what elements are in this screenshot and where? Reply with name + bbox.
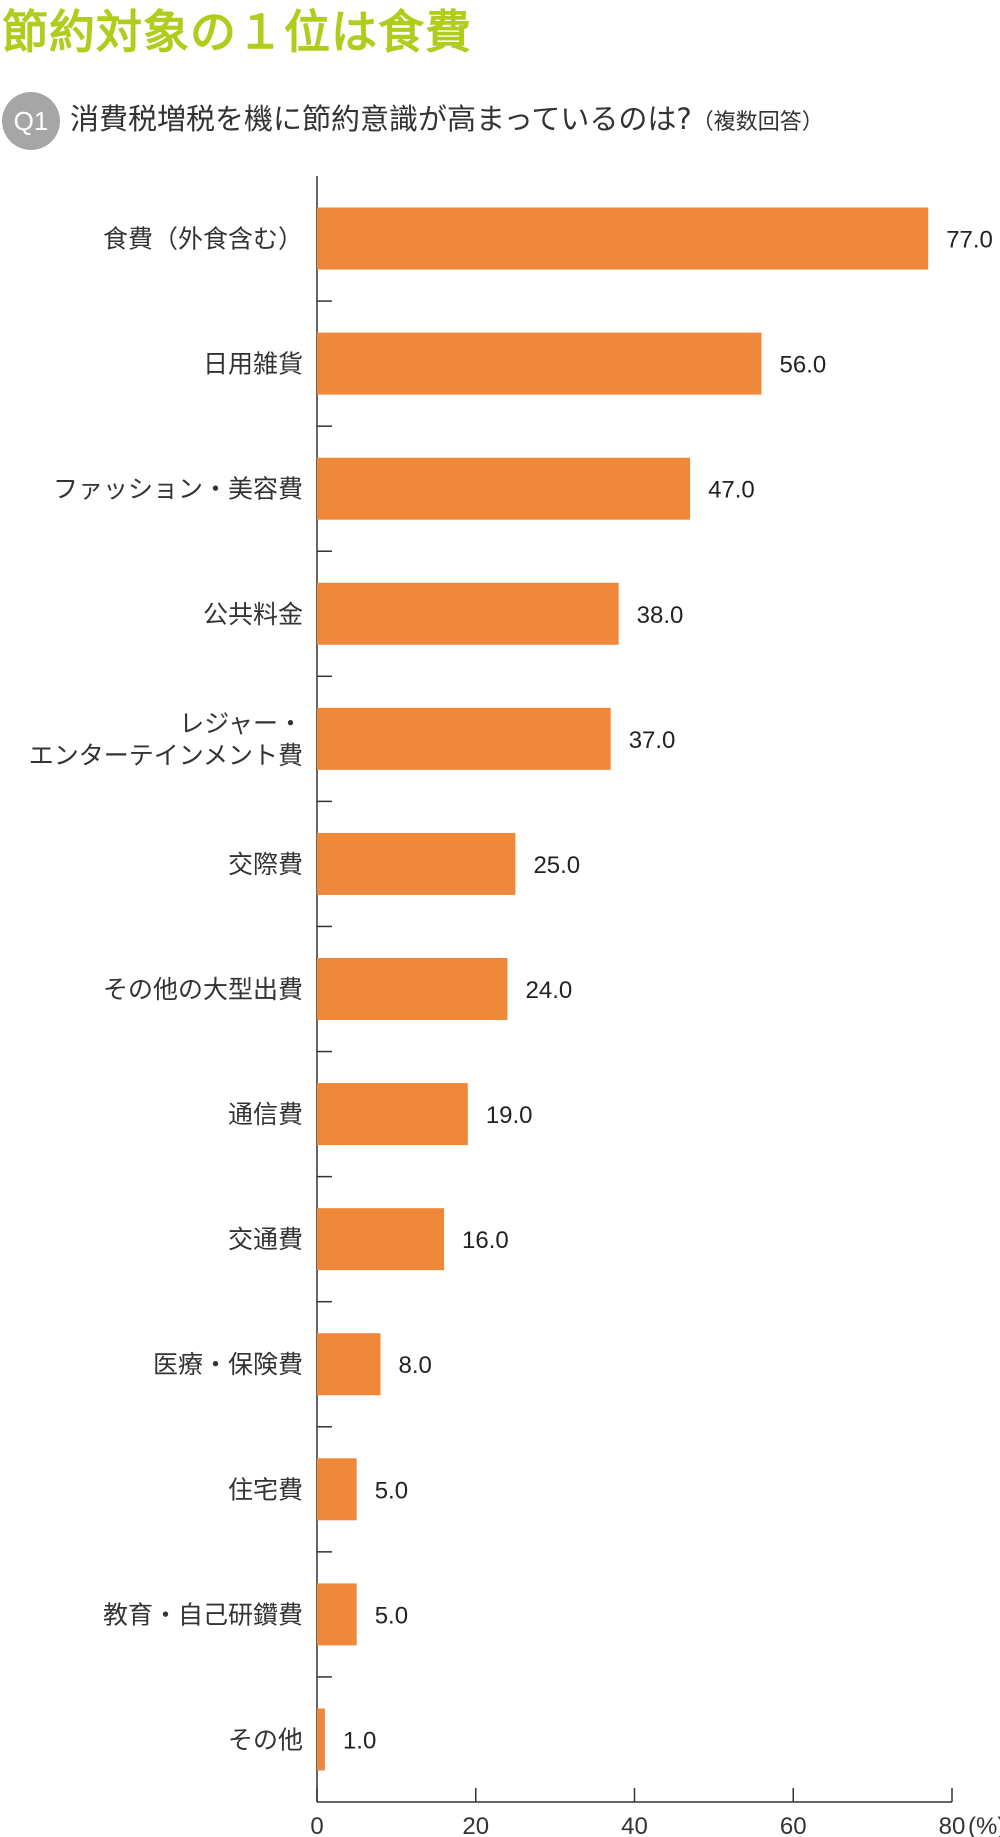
category-label: 交際費 <box>228 850 303 879</box>
x-tick-label: 20 <box>462 1813 489 1837</box>
question-main: 消費税増税を機に節約意識が高まっているのは? <box>70 102 692 136</box>
bar <box>317 1583 357 1646</box>
bar-value-label: 38.0 <box>637 602 684 629</box>
bar <box>317 1708 325 1771</box>
category-label: レジャー・エンターテインメント費 <box>29 709 303 770</box>
bar-value-label: 77.0 <box>946 227 993 254</box>
bar-value-label: 1.0 <box>343 1727 376 1754</box>
question-text: 消費税増税を機に節約意識が高まっているのは?（複数回答） <box>70 96 824 146</box>
bar-value-label: 19.0 <box>486 1102 533 1129</box>
category-label: 教育・自己研鑽費 <box>103 1600 303 1629</box>
category-label: その他の大型出費 <box>103 975 303 1004</box>
question-note: （複数回答） <box>691 110 824 135</box>
category-label: ファッション・美容費 <box>53 475 303 504</box>
category-label: 公共料金 <box>203 600 303 629</box>
bar-value-label: 5.0 <box>375 1477 408 1504</box>
bar <box>317 582 619 645</box>
bar <box>317 832 516 895</box>
category-label: その他 <box>228 1725 303 1754</box>
category-label: 通信費 <box>228 1100 303 1129</box>
x-tick-label: 60 <box>780 1813 807 1837</box>
bar-value-label: 47.0 <box>708 477 755 504</box>
x-axis-unit: (%) <box>968 1813 1000 1837</box>
bar-value-label: 37.0 <box>629 727 676 754</box>
bar <box>317 457 691 520</box>
bar-value-label: 25.0 <box>533 852 580 879</box>
category-label: 住宅費 <box>228 1475 303 1504</box>
category-label: 医療・保険費 <box>153 1350 303 1379</box>
bar <box>317 1458 357 1521</box>
x-tick-label: 80 <box>939 1813 966 1837</box>
bar-value-label: 56.0 <box>780 352 827 379</box>
bar-value-label: 16.0 <box>462 1227 509 1254</box>
bar <box>317 958 508 1020</box>
x-tick-label: 0 <box>310 1813 323 1837</box>
bar-value-label: 5.0 <box>375 1602 408 1629</box>
category-label: 交通費 <box>228 1225 303 1254</box>
page-title: 節約対象の１位は食費 <box>2 5 472 59</box>
bar-value-label: 24.0 <box>526 977 573 1004</box>
x-tick-label: 40 <box>621 1813 648 1837</box>
bar <box>317 1333 381 1396</box>
bar <box>317 332 762 395</box>
category-label: 食費（外食含む） <box>103 225 303 254</box>
category-label: 日用雑貨 <box>203 350 303 379</box>
bar-value-label: 8.0 <box>399 1352 432 1379</box>
bar <box>317 207 929 270</box>
bar <box>317 1083 468 1146</box>
question-badge: Q1 <box>2 92 60 150</box>
bar <box>317 1208 444 1271</box>
bar <box>317 707 611 770</box>
